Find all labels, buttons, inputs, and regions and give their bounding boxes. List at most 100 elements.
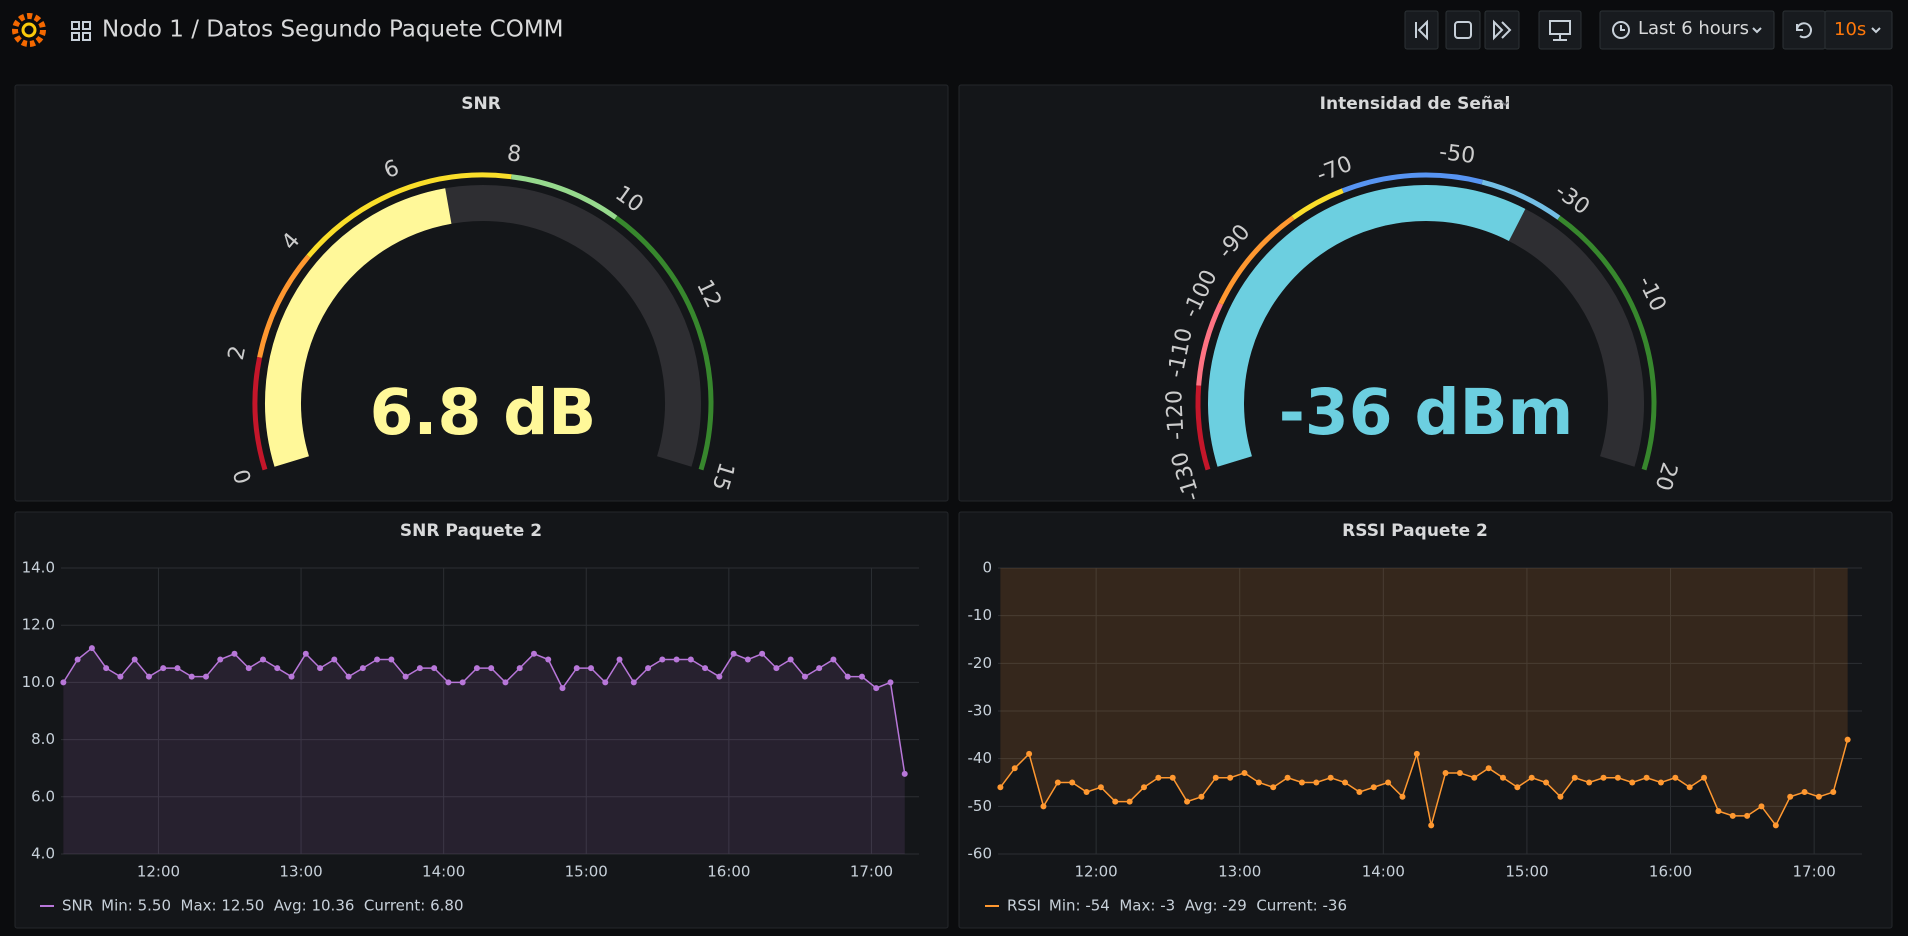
data-point xyxy=(1054,779,1061,786)
threshold-arc xyxy=(511,174,618,220)
data-point xyxy=(816,665,823,672)
data-point xyxy=(1729,812,1736,819)
data-point xyxy=(488,665,495,672)
data-point xyxy=(302,650,309,657)
data-point xyxy=(573,665,580,672)
data-point xyxy=(1744,812,1751,819)
x-tick-label: 17:00 xyxy=(1793,863,1836,881)
data-point xyxy=(1026,750,1033,757)
time-back-button[interactable] xyxy=(1404,10,1439,50)
data-point xyxy=(1499,774,1506,781)
data-point xyxy=(616,656,623,663)
data-point xyxy=(1428,822,1435,829)
data-point xyxy=(559,685,566,692)
data-point xyxy=(673,656,680,663)
data-point xyxy=(1097,784,1104,791)
time-picker[interactable] xyxy=(1599,10,1775,50)
series-area xyxy=(1000,568,1848,826)
data-point xyxy=(145,673,152,680)
data-point xyxy=(1069,779,1076,786)
legend-name[interactable]: SNR xyxy=(62,897,93,915)
panel xyxy=(14,84,949,502)
data-point xyxy=(231,650,238,657)
data-point xyxy=(530,650,537,657)
data-point xyxy=(1083,789,1090,796)
icon xyxy=(1454,21,1472,39)
cycle-view-button[interactable] xyxy=(1538,10,1582,50)
y-tick-label: 4.0 xyxy=(31,845,55,863)
data-point xyxy=(1284,774,1291,781)
data-point xyxy=(245,665,252,672)
zoom-button[interactable] xyxy=(1445,10,1481,50)
data-point xyxy=(1787,793,1794,800)
data-point xyxy=(1140,784,1147,791)
threshold-arc xyxy=(1481,179,1561,220)
data-point xyxy=(388,656,395,663)
data-point xyxy=(1514,784,1521,791)
data-point xyxy=(659,656,666,663)
data-point xyxy=(1600,774,1607,781)
data-point xyxy=(858,673,865,680)
data-point xyxy=(1657,779,1664,786)
data-point xyxy=(744,656,751,663)
threshold-arc xyxy=(1557,215,1657,471)
data-point xyxy=(1772,822,1779,829)
data-point xyxy=(1327,774,1334,781)
threshold-arc xyxy=(614,215,714,471)
legend-name[interactable]: RSSI xyxy=(1007,897,1041,915)
data-point xyxy=(730,650,737,657)
y-tick-label: -20 xyxy=(968,654,993,672)
data-point xyxy=(1155,774,1162,781)
panel-title[interactable]: RSSI Paquete 2 xyxy=(1342,521,1488,541)
series-line xyxy=(999,739,1849,827)
data-point xyxy=(1241,769,1248,776)
data-point xyxy=(1815,793,1822,800)
data-point xyxy=(1342,779,1349,786)
data-point xyxy=(131,656,138,663)
panel-title[interactable]: SNR xyxy=(461,94,501,114)
refresh-value: 10s xyxy=(1834,19,1866,40)
panel-title[interactable]: Intensidad de Señal xyxy=(1320,94,1511,114)
panel-menu-icon xyxy=(1501,101,1509,107)
y-tick-label: -30 xyxy=(968,702,993,720)
icon xyxy=(1493,19,1512,41)
data-point xyxy=(1212,774,1219,781)
x-tick-label: 15:00 xyxy=(565,863,608,881)
x-tick-label: 13:00 xyxy=(1218,863,1261,881)
data-point xyxy=(1801,789,1808,796)
refresh-interval[interactable] xyxy=(1824,10,1893,50)
data-point xyxy=(516,665,523,672)
gauge-tick-label: 8 xyxy=(506,141,523,168)
data-point xyxy=(260,656,267,663)
threshold-arc xyxy=(252,356,268,471)
data-point xyxy=(1758,803,1765,810)
gauge-value-arc xyxy=(265,188,452,467)
data-point xyxy=(588,665,595,672)
data-point xyxy=(1385,779,1392,786)
data-point xyxy=(117,673,124,680)
refresh-button[interactable] xyxy=(1782,10,1826,50)
data-point xyxy=(188,673,195,680)
data-point xyxy=(103,665,110,672)
grafana-logo[interactable] xyxy=(12,13,46,47)
data-point xyxy=(687,656,694,663)
gauge-value: -36 dBm xyxy=(1279,376,1574,449)
x-tick-label: 16:00 xyxy=(707,863,750,881)
dashboard-title[interactable]: Nodo 1 / Datos Segundo Paquete COMM xyxy=(102,17,564,43)
icon xyxy=(1871,27,1881,34)
data-point xyxy=(1643,774,1650,781)
x-tick-label: 17:00 xyxy=(850,863,893,881)
data-point xyxy=(88,645,95,652)
data-point xyxy=(217,656,224,663)
data-point xyxy=(374,656,381,663)
panel-title[interactable]: SNR Paquete 2 xyxy=(400,521,542,541)
data-point xyxy=(345,673,352,680)
data-point xyxy=(431,665,438,672)
data-point xyxy=(901,770,908,777)
legend-stats: Min: -54 Max: -3 Avg: -29 Current: -36 xyxy=(1049,897,1347,915)
data-point xyxy=(602,679,609,686)
data-point xyxy=(1686,784,1693,791)
y-tick-label: 10.0 xyxy=(22,673,55,691)
series-area xyxy=(63,648,905,854)
dashboard-icon[interactable] xyxy=(71,21,91,41)
